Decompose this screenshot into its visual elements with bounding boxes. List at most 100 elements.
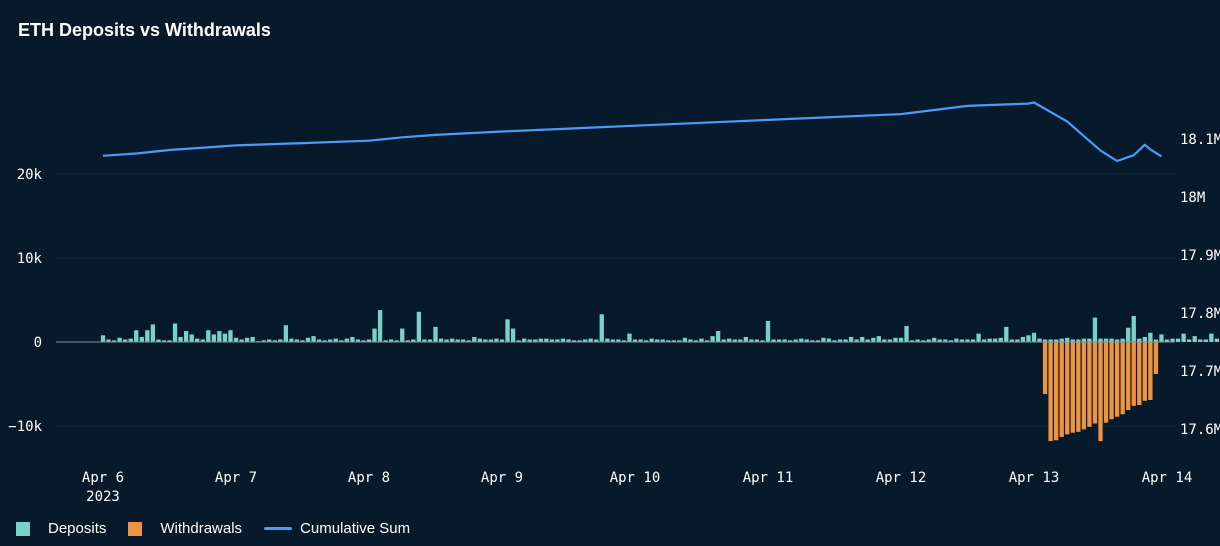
legend-label-cumulative-sum: Cumulative Sum (300, 520, 411, 537)
deposit-bar (893, 337, 898, 342)
deposits-swatch-icon (16, 521, 30, 536)
y-right-tick-label: 18.1M (1180, 132, 1220, 148)
deposit-bar (156, 339, 161, 342)
withdrawal-bar (1098, 342, 1103, 442)
deposit-bar (217, 331, 222, 342)
cumulative-line-swatch-icon (264, 527, 293, 530)
deposit-bar (527, 339, 532, 342)
deposit-bar (821, 337, 826, 342)
deposit-bar (793, 339, 798, 342)
deposit-bar (499, 339, 505, 342)
deposit-bar (699, 338, 704, 342)
withdrawal-bar (1103, 342, 1109, 423)
deposit-bar (1159, 334, 1164, 342)
withdrawal-bar (1120, 342, 1125, 415)
y-right-tick-label: 17.7M (1180, 364, 1220, 380)
deposit-bar (405, 340, 410, 342)
deposit-bar (1042, 339, 1048, 342)
deposit-bar (1059, 338, 1064, 342)
y-right-tick-label: 17.6M (1180, 422, 1220, 438)
deposit-bar (937, 339, 942, 342)
deposit-bar (909, 340, 915, 342)
deposit-bar (416, 311, 422, 342)
deposit-bar (616, 339, 621, 342)
x-tick-label: Apr 10 (610, 470, 661, 486)
legend-item-withdrawals[interactable]: Withdrawals (128, 520, 242, 537)
deposit-bar (682, 337, 688, 342)
deposit-bar (366, 339, 372, 342)
deposit-bar (921, 340, 926, 342)
withdrawal-bar (1148, 342, 1153, 400)
legend-label-withdrawals: Withdrawals (160, 520, 243, 537)
withdrawal-bar (1059, 342, 1064, 437)
x-tick-label: Apr 11 (743, 470, 794, 486)
y-left-tick-label: −10k (8, 419, 42, 435)
deposit-bar (250, 336, 255, 342)
deposit-bar (261, 340, 266, 342)
deposit-bar (1081, 338, 1087, 342)
deposit-bar (183, 331, 189, 342)
deposit-bar (1164, 339, 1170, 342)
deposit-bar (106, 339, 111, 342)
deposit-bar (965, 339, 970, 342)
deposit-bar (638, 339, 643, 342)
deposit-bar (826, 338, 832, 342)
deposit-bar (810, 340, 815, 342)
deposit-bar (1153, 339, 1159, 342)
deposit-bar (677, 340, 682, 342)
deposit-bar (195, 338, 200, 342)
deposit-bar (538, 338, 543, 342)
withdrawal-bar (1081, 342, 1087, 430)
deposit-bar (555, 339, 560, 342)
legend-item-deposits[interactable]: Deposits (16, 520, 106, 537)
deposit-bar (322, 340, 327, 342)
deposit-bar (427, 339, 433, 342)
y-left-tick-label: 0 (34, 335, 42, 351)
deposit-bar (444, 339, 449, 342)
withdrawal-bar (1153, 342, 1159, 374)
deposit-bar (599, 314, 604, 342)
x-tick-label: Apr 12 (876, 470, 927, 486)
deposit-bar (117, 337, 122, 342)
deposit-bar (1070, 339, 1075, 342)
deposit-bar (788, 340, 793, 342)
deposit-bar (993, 338, 998, 342)
deposit-bar (1054, 339, 1059, 342)
deposit-bar (738, 339, 743, 342)
deposit-bar (605, 338, 610, 342)
deposit-bar (765, 321, 771, 342)
deposit-bar (1148, 332, 1153, 342)
deposit-bar (466, 340, 471, 342)
deposit-bar (150, 324, 156, 342)
deposit-bar (1092, 317, 1098, 342)
legend-label-deposits: Deposits (48, 520, 107, 537)
y-right-tick-label: 18M (1180, 190, 1205, 206)
line-layer (102, 101, 1163, 163)
deposit-bar (837, 339, 843, 342)
deposit-bar (516, 340, 521, 342)
deposit-bar (954, 338, 959, 342)
deposit-bar (1175, 338, 1181, 342)
deposit-bar (438, 338, 444, 342)
deposit-bar (1109, 338, 1114, 342)
legend-item-cumulative-sum[interactable]: Cumulative Sum (264, 520, 410, 537)
deposit-bar (799, 338, 804, 342)
deposit-bar (267, 339, 272, 342)
x-tick-sublabel: 2023 (86, 489, 120, 505)
y-right-tick-label: 17.9M (1180, 248, 1220, 264)
deposit-bar (1203, 339, 1208, 342)
y-left-tick-label: 20k (17, 167, 43, 183)
deposit-bar (189, 334, 194, 342)
deposit-bar (328, 339, 333, 342)
deposit-bar (233, 337, 239, 342)
deposit-bar (749, 339, 754, 342)
deposit-bar (771, 339, 776, 342)
deposit-bar (488, 339, 494, 342)
deposit-bar (594, 339, 599, 342)
withdrawal-bar (1048, 342, 1053, 442)
deposit-bar (832, 340, 837, 342)
deposit-bar (627, 333, 632, 342)
deposit-bar (727, 338, 732, 342)
deposit-bar (283, 325, 289, 342)
deposit-bar (344, 338, 349, 342)
